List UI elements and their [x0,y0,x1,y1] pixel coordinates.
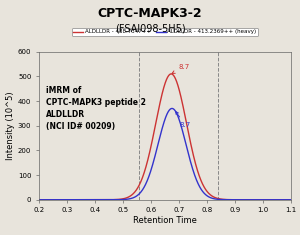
Text: iMRM of
CPTC-MAPK3 peptide 2
ALDLLDR
(NCI ID# 00209): iMRM of CPTC-MAPK3 peptide 2 ALDLLDR (NC… [46,86,146,131]
Text: 8.7: 8.7 [176,112,191,128]
Text: 8.7: 8.7 [172,64,189,73]
Text: CPTC-MAPK3-2: CPTC-MAPK3-2 [98,7,202,20]
X-axis label: Retention Time: Retention Time [133,216,197,225]
Legend: ALDLLDR - 488.7347++, ALDLLDR - 413.2369++ (heavy): ALDLLDR - 488.7347++, ALDLLDR - 413.2369… [72,28,258,36]
Text: (FSAI098-5H5): (FSAI098-5H5) [115,24,185,34]
Y-axis label: Intensity (10^5): Intensity (10^5) [6,91,15,160]
